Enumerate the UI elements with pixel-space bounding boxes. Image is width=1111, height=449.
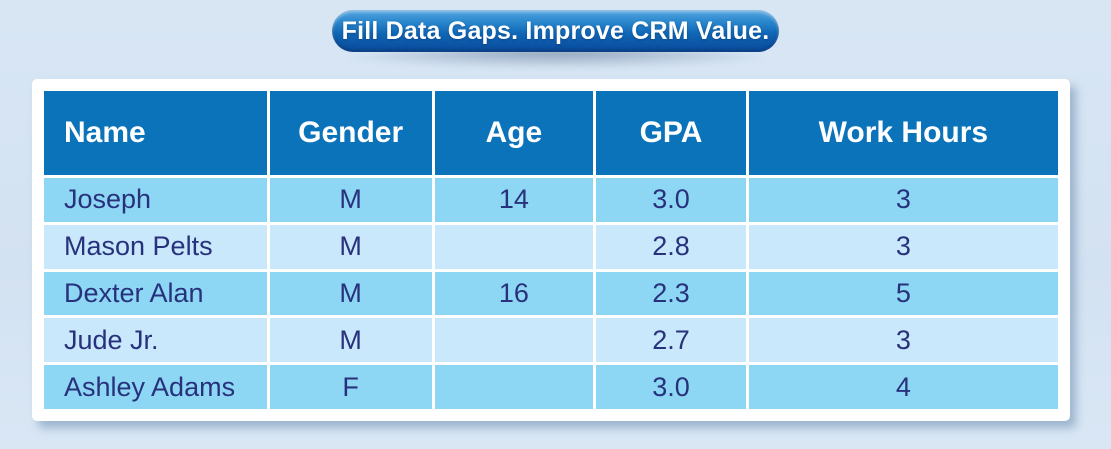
cell-age — [431, 362, 597, 412]
cell-work-hours: 4 — [745, 362, 1062, 412]
cell-gpa: 2.8 — [593, 221, 749, 272]
cell-age — [431, 221, 597, 272]
cell-work-hours: 3 — [745, 175, 1062, 225]
cell-work-hours: 5 — [745, 268, 1062, 319]
cell-gender: M — [266, 221, 435, 272]
title-banner: Fill Data Gaps. Improve CRM Value. — [332, 10, 779, 52]
cell-gpa: 3.0 — [593, 362, 749, 412]
column-header-gender: Gender — [266, 88, 435, 178]
cell-gpa: 2.3 — [593, 268, 749, 319]
cell-gender: F — [266, 362, 435, 412]
cell-name: Dexter Alan — [41, 268, 270, 319]
cell-age — [431, 315, 597, 366]
cell-work-hours: 3 — [745, 221, 1062, 272]
table-row: Joseph M 14 3.0 3 — [41, 175, 1062, 225]
table-row: Mason Pelts M 2.8 3 — [41, 221, 1062, 272]
table-row: Jude Jr. M 2.7 3 — [41, 315, 1062, 366]
cell-gpa: 3.0 — [593, 175, 749, 225]
cell-gender: M — [266, 268, 435, 319]
header-row: Name Gender Age GPA Work Hours — [41, 88, 1062, 178]
cell-age: 14 — [431, 175, 597, 225]
table-row: Dexter Alan M 16 2.3 5 — [41, 268, 1062, 319]
crm-data-table: Name Gender Age GPA Work Hours Joseph M … — [41, 88, 1062, 412]
cell-name: Mason Pelts — [41, 221, 270, 272]
column-header-work-hours: Work Hours — [745, 88, 1062, 178]
banner-reflection — [344, 50, 767, 68]
cell-gender: M — [266, 175, 435, 225]
table-row: Ashley Adams F 3.0 4 — [41, 362, 1062, 412]
data-table-card: Name Gender Age GPA Work Hours Joseph M … — [32, 79, 1070, 421]
cell-gpa: 2.7 — [593, 315, 749, 366]
cell-name: Ashley Adams — [41, 362, 270, 412]
cell-name: Jude Jr. — [41, 315, 270, 366]
cell-gender: M — [266, 315, 435, 366]
column-header-name: Name — [41, 88, 270, 178]
cell-name: Joseph — [41, 175, 270, 225]
column-header-gpa: GPA — [593, 88, 749, 178]
cell-work-hours: 3 — [745, 315, 1062, 366]
column-header-age: Age — [431, 88, 597, 178]
banner-title: Fill Data Gaps. Improve CRM Value. — [341, 16, 770, 45]
cell-age: 16 — [431, 268, 597, 319]
